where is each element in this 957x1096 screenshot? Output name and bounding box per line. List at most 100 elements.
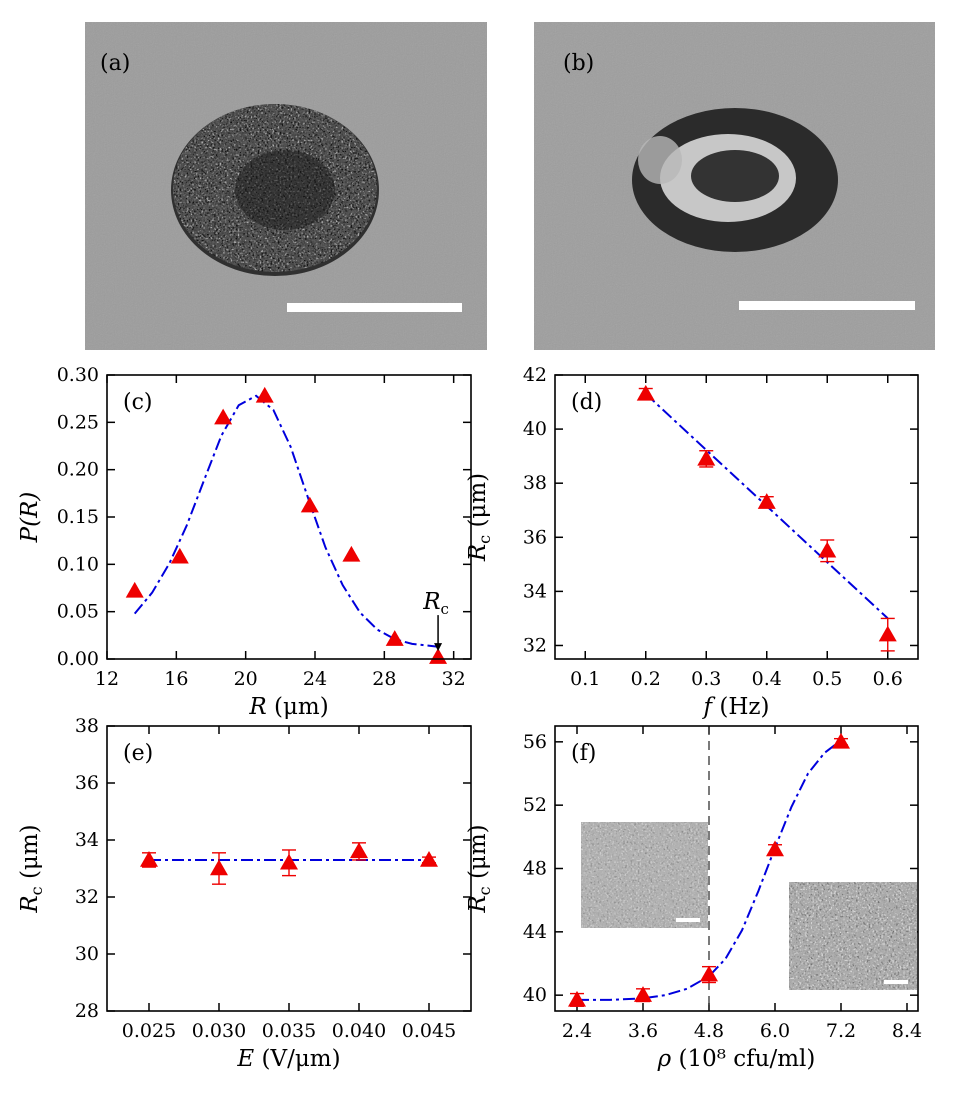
x-axis-label-c: R (μm) — [248, 694, 328, 720]
x-tick-label-e: 0.040 — [332, 1020, 386, 1042]
x-tick-label-d: 0.2 — [631, 668, 661, 690]
data-point-c — [255, 386, 274, 403]
panel-label-a: (a) — [100, 51, 130, 76]
data-point-f — [568, 990, 586, 1007]
x-tick-label-f: 4.8 — [694, 1020, 724, 1042]
y-axis-label-f: Rc (μm) — [465, 824, 494, 913]
y-tick-label-d: 32 — [523, 634, 547, 656]
y-tick-label-e: 32 — [75, 886, 99, 908]
x-tick-label-d: 0.4 — [752, 668, 782, 690]
axes-frame-f — [554, 725, 919, 1012]
y-tick-label-e: 36 — [75, 772, 99, 794]
data-point-c — [385, 630, 404, 646]
x-axis-label-f: ρ (10⁸ cfu/ml) — [657, 1046, 816, 1072]
y-tick-label-c: 0.05 — [57, 601, 99, 623]
inset-scale-bar — [676, 918, 700, 922]
data-point-c — [125, 581, 144, 598]
charts: 12 16 20 24 28 320.000.050.100.150.200.250.30… — [17, 364, 922, 1072]
x-tick-label-e: 0.025 — [122, 1020, 176, 1042]
y-axis-label-c: P(R) — [17, 492, 43, 544]
data-point-f — [634, 986, 652, 1002]
x-tick-label-c: 20 — [234, 668, 258, 690]
x-tick-label-e: 0.030 — [192, 1020, 246, 1042]
y-axis-label-e: Rc (μm) — [17, 824, 46, 913]
data-point-f — [766, 840, 784, 857]
inset-image-2 — [789, 882, 917, 990]
y-tick-label-c: 0.20 — [57, 459, 99, 481]
x-tick-label-c: 24 — [303, 668, 327, 690]
x-axis-label-e: E (V/μm) — [236, 1046, 340, 1072]
chart-d: 0.1 0.2 0.3 0.4 0.5 0.6 32 34 36 38 40 42 (d) f (Hz) R… — [465, 364, 919, 720]
data-point-e — [210, 859, 228, 876]
fit-curve-c — [133, 394, 439, 648]
y-tick-label-c: 0.30 — [57, 364, 99, 386]
chart-e: 0.025 0.030 0.035 0.040 0.045 28 30 32 34 36 38 (e)… — [17, 715, 472, 1072]
data-point-d — [697, 449, 716, 466]
inset-scale-bar — [884, 980, 908, 984]
x-axis-label-d: f (Hz) — [702, 694, 770, 720]
y-tick-label-c: 0.00 — [57, 648, 99, 670]
data-point-c — [214, 408, 233, 425]
micrograph-b: (b) — [534, 22, 935, 350]
y-tick-label-e: 28 — [75, 1000, 99, 1022]
x-tick-label-f: 3.6 — [628, 1020, 658, 1042]
y-tick-label-d: 36 — [523, 526, 547, 548]
annotation-arrowhead-c — [434, 643, 443, 652]
chart-c: 12 16 20 24 28 32 0.00 0.05 0.10 0.15 0.20 0.25 0.30… — [17, 364, 472, 720]
x-tick-label-c: 28 — [372, 668, 396, 690]
data-point-e — [280, 853, 298, 870]
x-tick-label-f: 7.2 — [826, 1020, 856, 1042]
y-tick-label-c: 0.15 — [57, 506, 99, 528]
data-point-e — [350, 842, 368, 859]
x-tick-label-c: 32 — [442, 668, 466, 690]
panel-label-b: (b) — [563, 51, 594, 76]
data-point-c — [342, 545, 361, 562]
x-tick-label-d: 0.3 — [691, 668, 721, 690]
panel-label-e: (e) — [123, 741, 153, 766]
x-tick-label-e: 0.045 — [402, 1020, 456, 1042]
data-point-e — [420, 850, 438, 867]
data-point-d — [757, 493, 776, 509]
y-tick-label-d: 42 — [523, 364, 547, 386]
axes-frame-c — [106, 374, 472, 660]
y-tick-label-e: 34 — [75, 829, 99, 851]
data-point-f — [700, 965, 718, 982]
y-tick-label-e: 38 — [75, 715, 99, 737]
panel-label-d: (d) — [571, 390, 602, 415]
scale-bar-b — [739, 301, 915, 310]
data-point-d — [818, 541, 837, 558]
x-tick-label-c: 16 — [164, 668, 188, 690]
y-tick-label-c: 0.25 — [57, 411, 99, 433]
y-tick-label-c: 0.10 — [57, 553, 99, 575]
axes-frame-d — [554, 374, 919, 660]
panel-label-f: (f) — [571, 741, 596, 766]
y-tick-label-d: 38 — [523, 472, 547, 494]
y-tick-label-f: 44 — [523, 921, 547, 943]
x-tick-label-f: 2.4 — [562, 1020, 592, 1042]
panel-label-c: (c) — [123, 390, 153, 415]
x-tick-label-f: 6.0 — [760, 1020, 790, 1042]
y-tick-label-f: 52 — [523, 794, 547, 816]
data-point-f — [832, 732, 850, 749]
data-point-e — [140, 850, 158, 867]
x-tick-label-c: 12 — [95, 668, 119, 690]
annotation-label-c: Rc — [422, 589, 449, 618]
x-tick-label-d: 0.6 — [873, 668, 903, 690]
axes-frame-e — [106, 725, 472, 1012]
x-tick-label-e: 0.035 — [262, 1020, 316, 1042]
x-tick-label-d: 0.5 — [812, 668, 842, 690]
chart-f: 2.4 3.6 4.8 6.0 7.2 8.4 40 44 48 52 56 (f) ρ (10⁸ cf… — [465, 725, 922, 1072]
x-tick-label-f: 8.4 — [892, 1020, 922, 1042]
data-point-c — [300, 496, 319, 513]
x-tick-label-d: 0.1 — [570, 668, 600, 690]
y-tick-label-e: 30 — [75, 943, 99, 965]
inset-texture — [581, 822, 708, 928]
inset-image-1 — [581, 822, 708, 928]
data-point-c — [170, 547, 189, 564]
inset-texture — [789, 882, 917, 990]
data-point-d — [636, 384, 655, 401]
scale-bar-a — [287, 303, 462, 312]
y-tick-label-d: 34 — [523, 580, 547, 602]
y-axis-label-d: Rc (μm) — [465, 473, 494, 562]
